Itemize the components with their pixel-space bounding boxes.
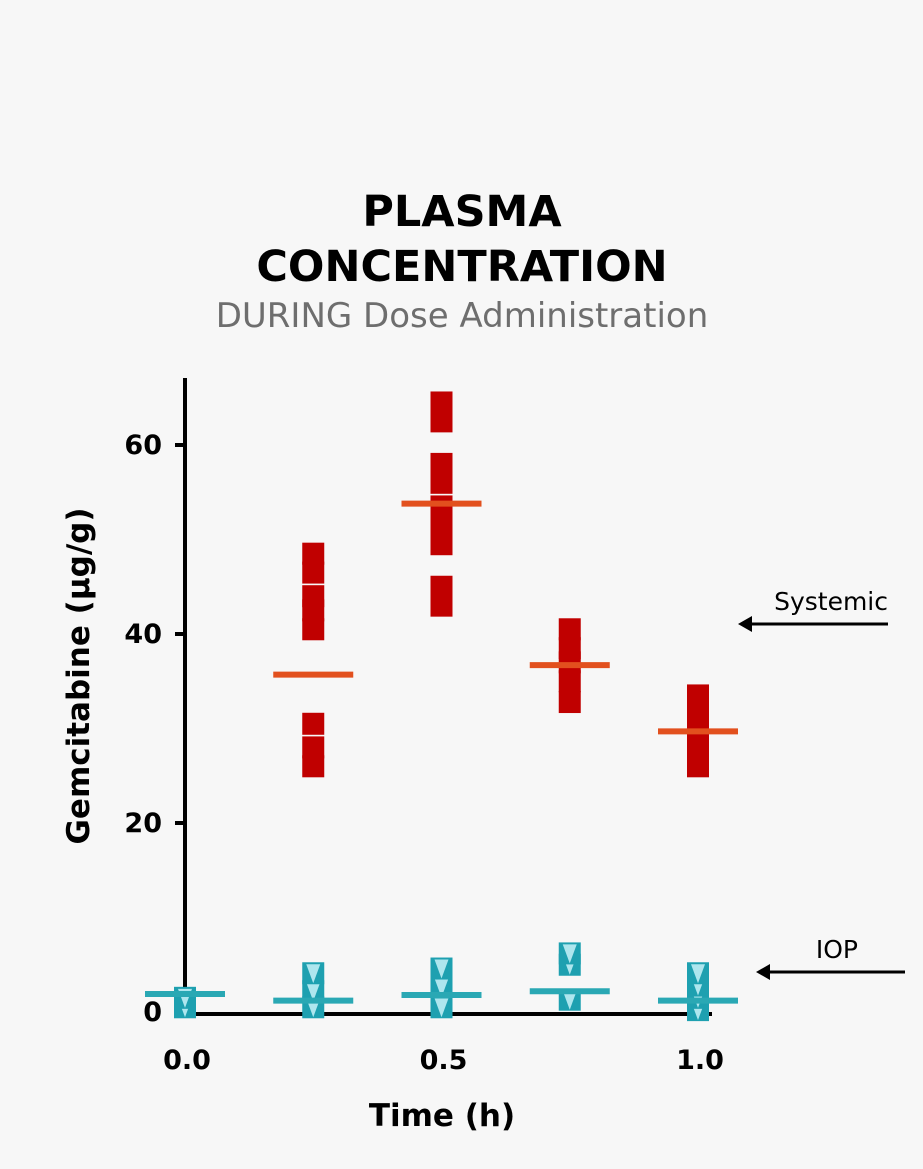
systemic-point [430,594,453,617]
systemic-point [302,618,325,641]
y-axis-label: Gemcitabine (µg/g) [61,507,97,844]
iop-point-inner [434,978,449,998]
iop-point-inner [306,982,321,1002]
iop-annotation: IOP [756,935,905,980]
iop-point-inner [306,964,321,984]
x-tick-label: 0.5 [420,1045,468,1076]
chart-title-line2: CONCENTRATION [256,242,667,292]
y-tick-label: 40 [124,619,162,650]
data-marks [145,391,738,1022]
systemic-annotation: Systemic [738,587,888,632]
iop-point-inner [691,964,705,984]
iop-arrow-head [756,964,770,980]
systemic-point [430,514,453,537]
chart-title-line1: PLASMA [362,187,562,237]
x-tick-label: 1.0 [676,1045,724,1076]
iop-point-inner [434,998,449,1018]
iop-point-inner [562,944,577,964]
systemic-point [687,736,709,759]
systemic-point [302,542,325,565]
chart-subtitle: DURING Dose Administration [216,296,709,336]
systemic-point [687,755,709,778]
y-tick-label: 0 [143,997,162,1028]
systemic-arrow-head [738,616,752,632]
systemic-point [302,736,325,759]
systemic-point [558,618,581,641]
y-ticks: 0 20 40 60 [124,430,185,1028]
systemic-point [558,637,581,660]
iop-point-inner [434,959,449,979]
systemic-point [302,712,325,735]
systemic-annotation-label: Systemic [774,587,888,616]
y-tick-label: 60 [124,430,162,461]
systemic-point [302,755,325,778]
systemic-point [430,410,453,433]
x-tick-label: 0.0 [163,1045,211,1076]
x-axis-label: Time (h) [369,1098,515,1134]
systemic-point [302,561,325,584]
systemic-point [302,585,325,608]
iop-annotation-label: IOP [816,935,858,964]
systemic-point [430,452,453,475]
systemic-point [558,670,581,693]
systemic-point [430,575,453,598]
systemic-point [430,391,453,414]
systemic-point [430,471,453,494]
systemic-point [430,533,453,556]
systemic-point [558,691,581,714]
y-tick-label: 20 [124,808,162,839]
iop-point-inner [562,990,577,1010]
systemic-point [687,684,709,707]
x-ticks: 0.0 0.5 1.0 [163,1045,724,1076]
